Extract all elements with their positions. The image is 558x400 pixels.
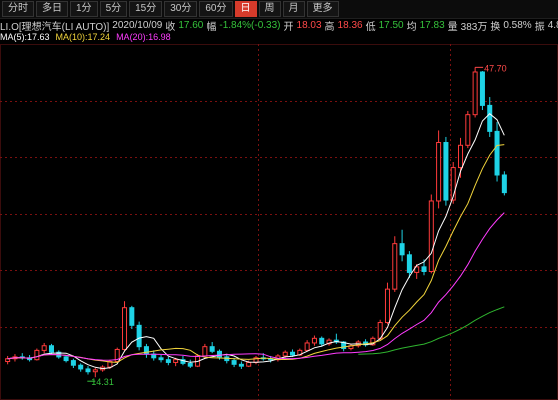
candle-body [458,144,464,169]
ma-line-long [358,306,505,355]
candle-body [78,364,84,370]
candle-body [158,357,164,361]
candle-body [479,71,485,106]
candlestick-chart: 47.70 14.31 [0,44,558,400]
max-price-label: 47.70 [484,63,507,73]
candle-body [282,351,288,357]
candle-body [494,130,500,176]
candle-body [392,243,398,290]
candle-body [34,349,40,361]
volume-label: 量 [447,21,458,33]
candle-body [209,346,215,352]
close-value: 17.60 [178,19,204,31]
tab-8[interactable]: 周 [258,1,281,17]
candle-body [487,104,493,132]
high-value: 18.36 [337,19,363,31]
candle-body [85,368,91,373]
candle-body [63,356,69,362]
change-value: -1.84%(-0.33) [219,19,281,31]
candle-body [341,341,347,350]
candle-body [246,361,252,367]
tab-4[interactable]: 15分 [129,1,163,17]
candle-body [399,243,405,256]
candle-body [406,254,412,273]
tab-7[interactable]: 日 [234,1,257,17]
quote-info-bar: LI.O[理想汽车(LI AUTO)] 2020/10/09 收 17.60 幅… [0,18,558,33]
open-value: 18.03 [296,19,322,31]
low-value: 17.50 [378,19,404,31]
tab-2[interactable]: 1分 [70,1,98,17]
tab-5[interactable]: 30分 [164,1,198,17]
candle-body [311,337,317,344]
tab-0[interactable]: 分时 [2,1,34,17]
open-label: 开 [283,21,294,33]
candle-body [165,359,171,363]
period-tabs: 分时 多日 1分 5分 15分 30分 60分日周月更多 [0,0,558,19]
ma20-legend: MA(20):16.98 [116,32,171,42]
tab-9[interactable]: 月 [282,1,305,17]
candle-body [129,307,135,326]
candle-body [384,288,390,324]
candle-body [443,142,449,201]
candle-body [436,142,442,202]
candle-body [173,359,179,363]
candle-body [501,174,507,194]
amplitude-label: 振 [534,21,545,33]
candle-body [414,266,420,273]
low-label: 低 [365,21,376,33]
candle-body [465,114,471,146]
change-label: 幅 [206,21,217,33]
tab-3[interactable]: 5分 [99,1,128,17]
ma10-legend: MA(10):17.24 [55,32,111,42]
min-price-label: 14.31 [91,377,114,387]
candle-body [216,350,222,358]
avg-value: 17.83 [419,19,445,31]
candle-body [5,358,11,363]
candle-body [41,345,47,351]
candle-body [238,363,244,367]
candle-body [114,348,120,363]
high-label: 高 [324,21,335,33]
turnover-label: 换 [490,21,501,33]
candle-body [472,71,478,116]
candle-body [231,360,237,365]
candle-body [319,337,325,345]
candle-body [48,345,54,353]
candle-body [370,337,376,346]
tab-1[interactable]: 多日 [36,1,68,17]
close-label: 收 [165,21,176,33]
candle-body [326,339,332,345]
amplitude-value: 4.80% [547,19,558,31]
turnover-value: 0.58% [503,19,532,31]
candle-body [450,167,456,201]
ma-line-ma5 [7,113,505,370]
candle-body [290,351,296,356]
candle-body [70,360,76,366]
candle-body [304,342,310,351]
volume-value: 383万 [460,21,488,33]
avg-label: 均 [406,21,417,33]
quote-date: 2020/10/09 [112,19,163,31]
candle-body [136,324,142,348]
ma5-legend: MA(5):17.63 [0,32,50,42]
ma-line-ma20 [7,212,505,361]
tab-10[interactable]: 更多 [306,1,339,17]
candle-body [428,200,434,273]
tab-6[interactable]: 60分 [199,1,233,17]
candle-body [143,346,149,355]
candle-body [122,307,128,350]
candle-body [421,266,427,273]
candle-body [92,369,98,373]
candle-body [202,346,208,357]
candle-body [187,362,193,367]
stock-name: LI.O[理想汽车(LI AUTO)] [0,21,110,33]
ma-legend: MA(5):17.63 MA(10):17.24 MA(20):16.98 [0,32,177,44]
